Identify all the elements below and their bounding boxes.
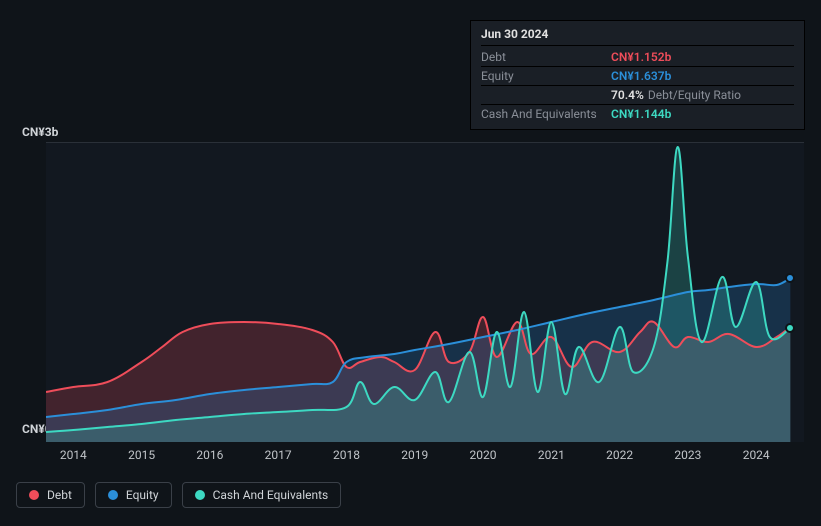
tooltip-row: Cash And EquivalentsCN¥1.144b [481, 105, 794, 123]
tooltip-row-label [481, 88, 611, 102]
tooltip-row: DebtCN¥1.152b [481, 48, 794, 67]
equity-end-dot [785, 273, 795, 283]
tooltip-row-label: Debt [481, 50, 611, 64]
x-tick: 2016 [196, 448, 223, 462]
tooltip-row: EquityCN¥1.637b [481, 67, 794, 86]
x-tick: 2023 [674, 448, 701, 462]
legend-label: Debt [47, 488, 72, 502]
tooltip-row-value: CN¥1.152b [611, 50, 671, 64]
tooltip-row-value: CN¥1.637b [611, 69, 671, 83]
chart-tooltip: Jun 30 2024 DebtCN¥1.152bEquityCN¥1.637b… [470, 20, 805, 130]
x-tick: 2019 [401, 448, 428, 462]
x-tick: 2015 [128, 448, 155, 462]
chart-legend: Debt Equity Cash And Equivalents [16, 482, 341, 508]
legend-swatch [108, 490, 118, 500]
y-axis-max-label: CN¥3b [22, 125, 58, 139]
tooltip-rows: DebtCN¥1.152bEquityCN¥1.637b70.4%Debt/Eq… [481, 48, 794, 123]
legend-label: Cash And Equivalents [213, 488, 329, 502]
legend-item-equity[interactable]: Equity [95, 482, 172, 508]
x-tick: 2020 [470, 448, 497, 462]
tooltip-row-value: 70.4%Debt/Equity Ratio [611, 88, 741, 102]
tooltip-row: 70.4%Debt/Equity Ratio [481, 86, 794, 105]
legend-swatch [195, 490, 205, 500]
tooltip-row-label: Cash And Equivalents [481, 107, 611, 121]
cash-end-dot [785, 323, 795, 333]
tooltip-date: Jun 30 2024 [481, 27, 794, 46]
tooltip-row-value: CN¥1.144b [611, 107, 671, 121]
chart-plot-area[interactable] [46, 142, 804, 442]
legend-item-debt[interactable]: Debt [16, 482, 85, 508]
chart-svg [46, 142, 804, 442]
x-tick: 2014 [60, 448, 87, 462]
x-tick: 2017 [265, 448, 292, 462]
legend-item-cash-and-equivalents[interactable]: Cash And Equivalents [182, 482, 342, 508]
x-tick: 2024 [743, 448, 770, 462]
x-tick: 2021 [538, 448, 565, 462]
tooltip-row-label: Equity [481, 69, 611, 83]
x-tick: 2018 [333, 448, 360, 462]
legend-swatch [29, 490, 39, 500]
x-tick: 2022 [606, 448, 633, 462]
legend-label: Equity [126, 488, 159, 502]
